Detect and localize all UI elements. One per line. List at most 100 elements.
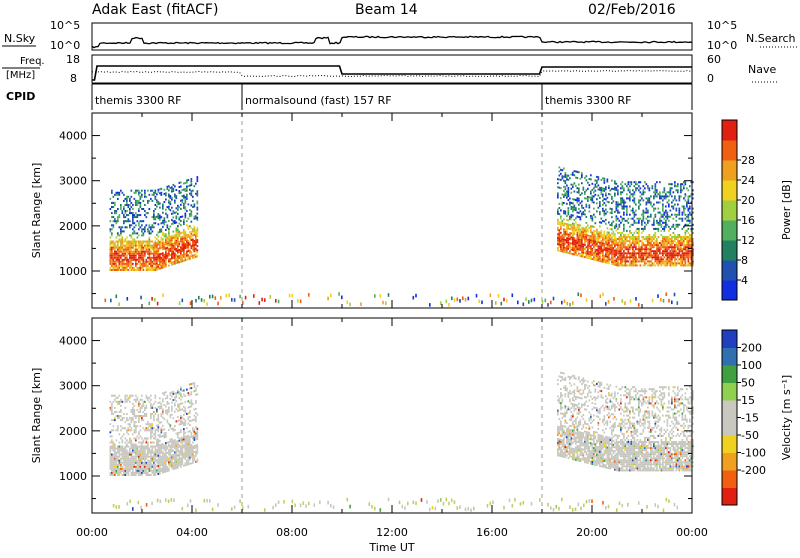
echo-cell xyxy=(605,251,607,253)
echo-cell xyxy=(158,463,160,465)
echo-cell xyxy=(661,258,663,260)
echo-cell xyxy=(608,242,610,244)
echo-cell xyxy=(595,259,597,261)
echo-cell xyxy=(658,262,660,264)
echo-cell xyxy=(185,257,187,259)
echo-cell xyxy=(650,204,652,206)
echo-cell xyxy=(174,451,176,453)
echo-cell xyxy=(563,231,565,233)
echo-cell xyxy=(631,183,633,185)
echo-cell xyxy=(581,192,583,194)
echo-cell xyxy=(628,250,630,252)
echo-cell xyxy=(158,254,160,256)
echo-cell xyxy=(149,249,151,251)
echo-cell xyxy=(578,224,580,226)
echo-cell xyxy=(165,467,167,469)
echo-cell xyxy=(161,245,163,247)
echo-cell xyxy=(653,195,655,197)
echo-cell xyxy=(150,407,152,409)
echo-cell xyxy=(152,460,154,462)
echo-cell xyxy=(183,438,185,440)
echo-cell xyxy=(155,255,157,257)
echo-cell xyxy=(586,236,588,238)
echo-cell xyxy=(150,429,152,431)
echo-cell xyxy=(563,442,565,444)
echo-cell xyxy=(584,252,586,254)
echo-cell xyxy=(159,245,161,247)
echo-cell xyxy=(602,238,604,240)
echo-cell xyxy=(134,230,136,232)
echo-cell xyxy=(599,211,601,213)
echo-cell xyxy=(119,464,121,466)
echo-cell xyxy=(183,246,185,248)
scatter-cell xyxy=(459,299,461,303)
echo-cell xyxy=(134,413,136,415)
echo-cell xyxy=(137,452,139,454)
echo-cell xyxy=(197,192,199,194)
echo-cell xyxy=(623,214,625,216)
echo-cell xyxy=(682,189,684,191)
echo-cell xyxy=(568,453,570,455)
echo-cell xyxy=(176,195,178,197)
echo-cell xyxy=(598,237,600,239)
echo-cell xyxy=(156,262,158,264)
echo-cell xyxy=(683,244,685,246)
echo-cell xyxy=(587,253,589,255)
echo-cell xyxy=(164,461,166,463)
echo-cell xyxy=(149,194,151,196)
echo-cell xyxy=(132,456,134,458)
echo-cell xyxy=(180,238,182,240)
echo-cell xyxy=(571,174,573,176)
echo-cell xyxy=(611,247,613,249)
echo-cell xyxy=(129,261,131,263)
echo-cell xyxy=(596,259,598,261)
echo-cell xyxy=(113,429,115,431)
echo-cell xyxy=(111,255,113,257)
echo-cell xyxy=(180,415,182,417)
echo-cell xyxy=(560,443,562,445)
echo-cell xyxy=(165,444,167,446)
echo-cell xyxy=(141,395,143,397)
echo-cell xyxy=(670,187,672,189)
echo-cell xyxy=(602,261,604,263)
echo-cell xyxy=(640,248,642,250)
echo-cell xyxy=(195,447,197,449)
echo-cell xyxy=(566,239,568,241)
echo-cell xyxy=(577,226,579,228)
colorbar-tick-label: 20 xyxy=(741,194,755,207)
echo-cell xyxy=(171,188,173,190)
echo-cell xyxy=(119,460,121,462)
echo-cell xyxy=(141,442,143,444)
echo-cell xyxy=(641,244,643,246)
echo-cell xyxy=(682,250,684,252)
echo-cell xyxy=(616,240,618,242)
echo-cell xyxy=(583,248,585,250)
echo-cell xyxy=(685,183,687,185)
echo-cell xyxy=(177,432,179,434)
echo-cell xyxy=(171,237,173,239)
echo-cell xyxy=(617,256,619,258)
echo-cell xyxy=(625,244,627,246)
echo-cell xyxy=(596,182,598,184)
echo-cell xyxy=(123,267,125,269)
echo-cell xyxy=(152,257,154,259)
echo-cell xyxy=(140,196,142,198)
echo-cell xyxy=(189,394,191,396)
echo-cell xyxy=(625,246,627,248)
echo-cell xyxy=(123,255,125,257)
echo-cell xyxy=(188,400,190,402)
echo-cell xyxy=(634,254,636,256)
echo-cell xyxy=(571,188,573,190)
echo-cell xyxy=(129,226,131,228)
echo-cell xyxy=(164,223,166,225)
echo-cell xyxy=(605,249,607,251)
echo-cell xyxy=(189,463,191,465)
echo-cell xyxy=(650,248,652,250)
echo-cell xyxy=(111,212,113,214)
echo-cell xyxy=(611,180,613,182)
echo-cell xyxy=(171,438,173,440)
scatter-cell xyxy=(630,299,632,303)
echo-cell xyxy=(180,216,182,218)
echo-cell xyxy=(149,468,151,470)
echo-cell xyxy=(568,427,570,429)
